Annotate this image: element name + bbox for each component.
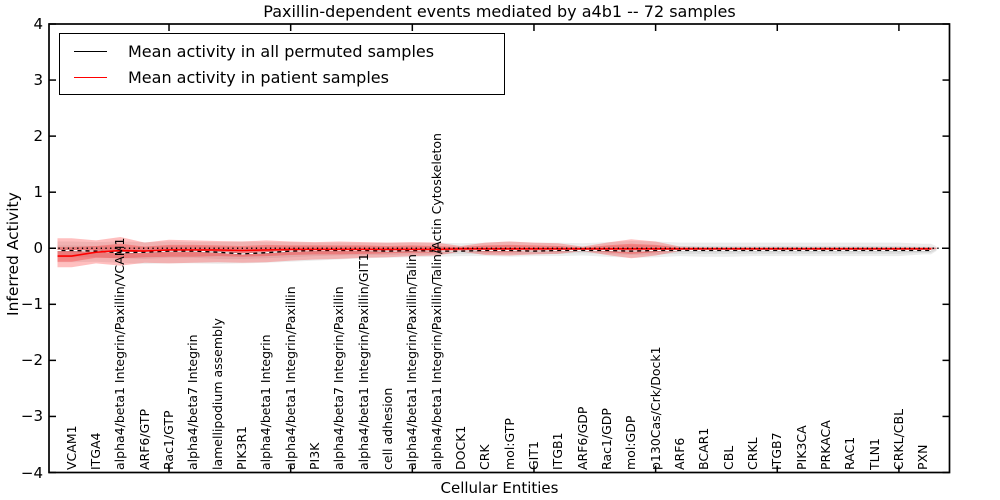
x-tick-label: ARF6/GTP	[136, 408, 152, 470]
x-axis-label: Cellular Entities	[440, 479, 559, 497]
x-tick-label: CRK	[477, 444, 493, 470]
x-tick-label: RAC1	[842, 436, 858, 470]
axes-frame	[48, 23, 951, 474]
y-tick-label: 4	[33, 15, 43, 33]
x-tick-label: CRKL	[744, 437, 760, 470]
x-tick-label: alpha4/beta1 Integrin/Paxillin/GIT1	[355, 253, 371, 470]
x-tick-label: cell adhesion	[379, 387, 395, 470]
x-tick-label: ARF6	[671, 437, 687, 470]
x-tick-label: VCAM1	[63, 425, 79, 470]
x-tick-label: lamellipodium assembly	[209, 318, 225, 470]
white-dashed-overlay-line	[57, 249, 931, 255]
x-tick-label: ITGB7	[769, 432, 785, 470]
y-tick-label: 1	[33, 183, 43, 202]
x-tick-label: alpha4/beta1 Integrin/Paxillin	[282, 286, 298, 470]
y-tick-label: 3	[33, 71, 43, 90]
x-tick-label: Rac1/GDP	[598, 408, 614, 470]
legend-item-patient: Mean activity in patient samples	[60, 64, 504, 90]
x-tick-label: p130Cas/Crk/Dock1	[647, 346, 663, 470]
x-tick-label: PRKACA	[817, 420, 833, 470]
y-tick-label: −4	[20, 463, 43, 482]
x-tick-label: ARF6/GDP	[574, 406, 590, 470]
legend-label: Mean activity in patient samples	[128, 67, 389, 87]
x-tick-label: TLN1	[866, 438, 882, 470]
x-tick-label: DOCK1	[452, 425, 468, 470]
x-tick-label: alpha4/beta1 Integrin/Paxillin/Talin/Act…	[428, 133, 444, 470]
x-tick-label: BCAR1	[696, 427, 712, 470]
x-tick-label: mol:GTP	[501, 418, 517, 470]
x-tick-label: ITGB1	[550, 432, 566, 470]
y-tick-label: −2	[20, 351, 43, 370]
x-tick-label: CRKL/CBL	[890, 408, 906, 470]
x-tick-label: alpha4/beta1 Integrin/Paxillin/Talin	[404, 254, 420, 470]
y-tick-label: 0	[33, 239, 43, 258]
patient-envelope-outer-band	[57, 237, 937, 268]
x-tick-label: alpha4/beta1 Integrin	[258, 334, 274, 470]
x-tick-label: mol:GDP	[623, 415, 639, 470]
legend-label: Mean activity in all permuted samples	[128, 41, 435, 61]
x-tick-label: GIT1	[525, 441, 541, 470]
legend-item-permuted: Mean activity in all permuted samples	[60, 38, 504, 64]
x-tick-label: PIK3CA	[793, 425, 809, 470]
x-tick-label: alpha4/beta7 Integrin	[185, 334, 201, 470]
legend-line-sample-black	[74, 50, 107, 52]
y-tick-label: −1	[20, 295, 43, 314]
y-tick-label: −3	[20, 407, 43, 426]
x-tick-label: Rac1/GTP	[161, 410, 177, 470]
x-tick-label: alpha4/beta1 Integrin/Paxillin/VCAM1	[112, 237, 128, 470]
x-tick-label: alpha4/beta7 Integrin/Paxillin	[331, 286, 347, 470]
permuted-envelope-outer-band	[57, 241, 937, 264]
x-tick-label: PI3K	[307, 442, 322, 470]
x-tick-label: ITGA4	[88, 432, 104, 470]
legend-line-sample-red	[74, 76, 107, 78]
x-tick-label: PXN	[915, 444, 931, 470]
x-tick-label: PIK3R1	[234, 425, 249, 470]
legend: Mean activity in all permuted samples Me…	[59, 33, 505, 95]
y-tick-label: 2	[33, 127, 43, 146]
x-tick-label: CBL	[720, 445, 736, 470]
chart-title: Paxillin-dependent events mediated by a4…	[263, 2, 736, 21]
